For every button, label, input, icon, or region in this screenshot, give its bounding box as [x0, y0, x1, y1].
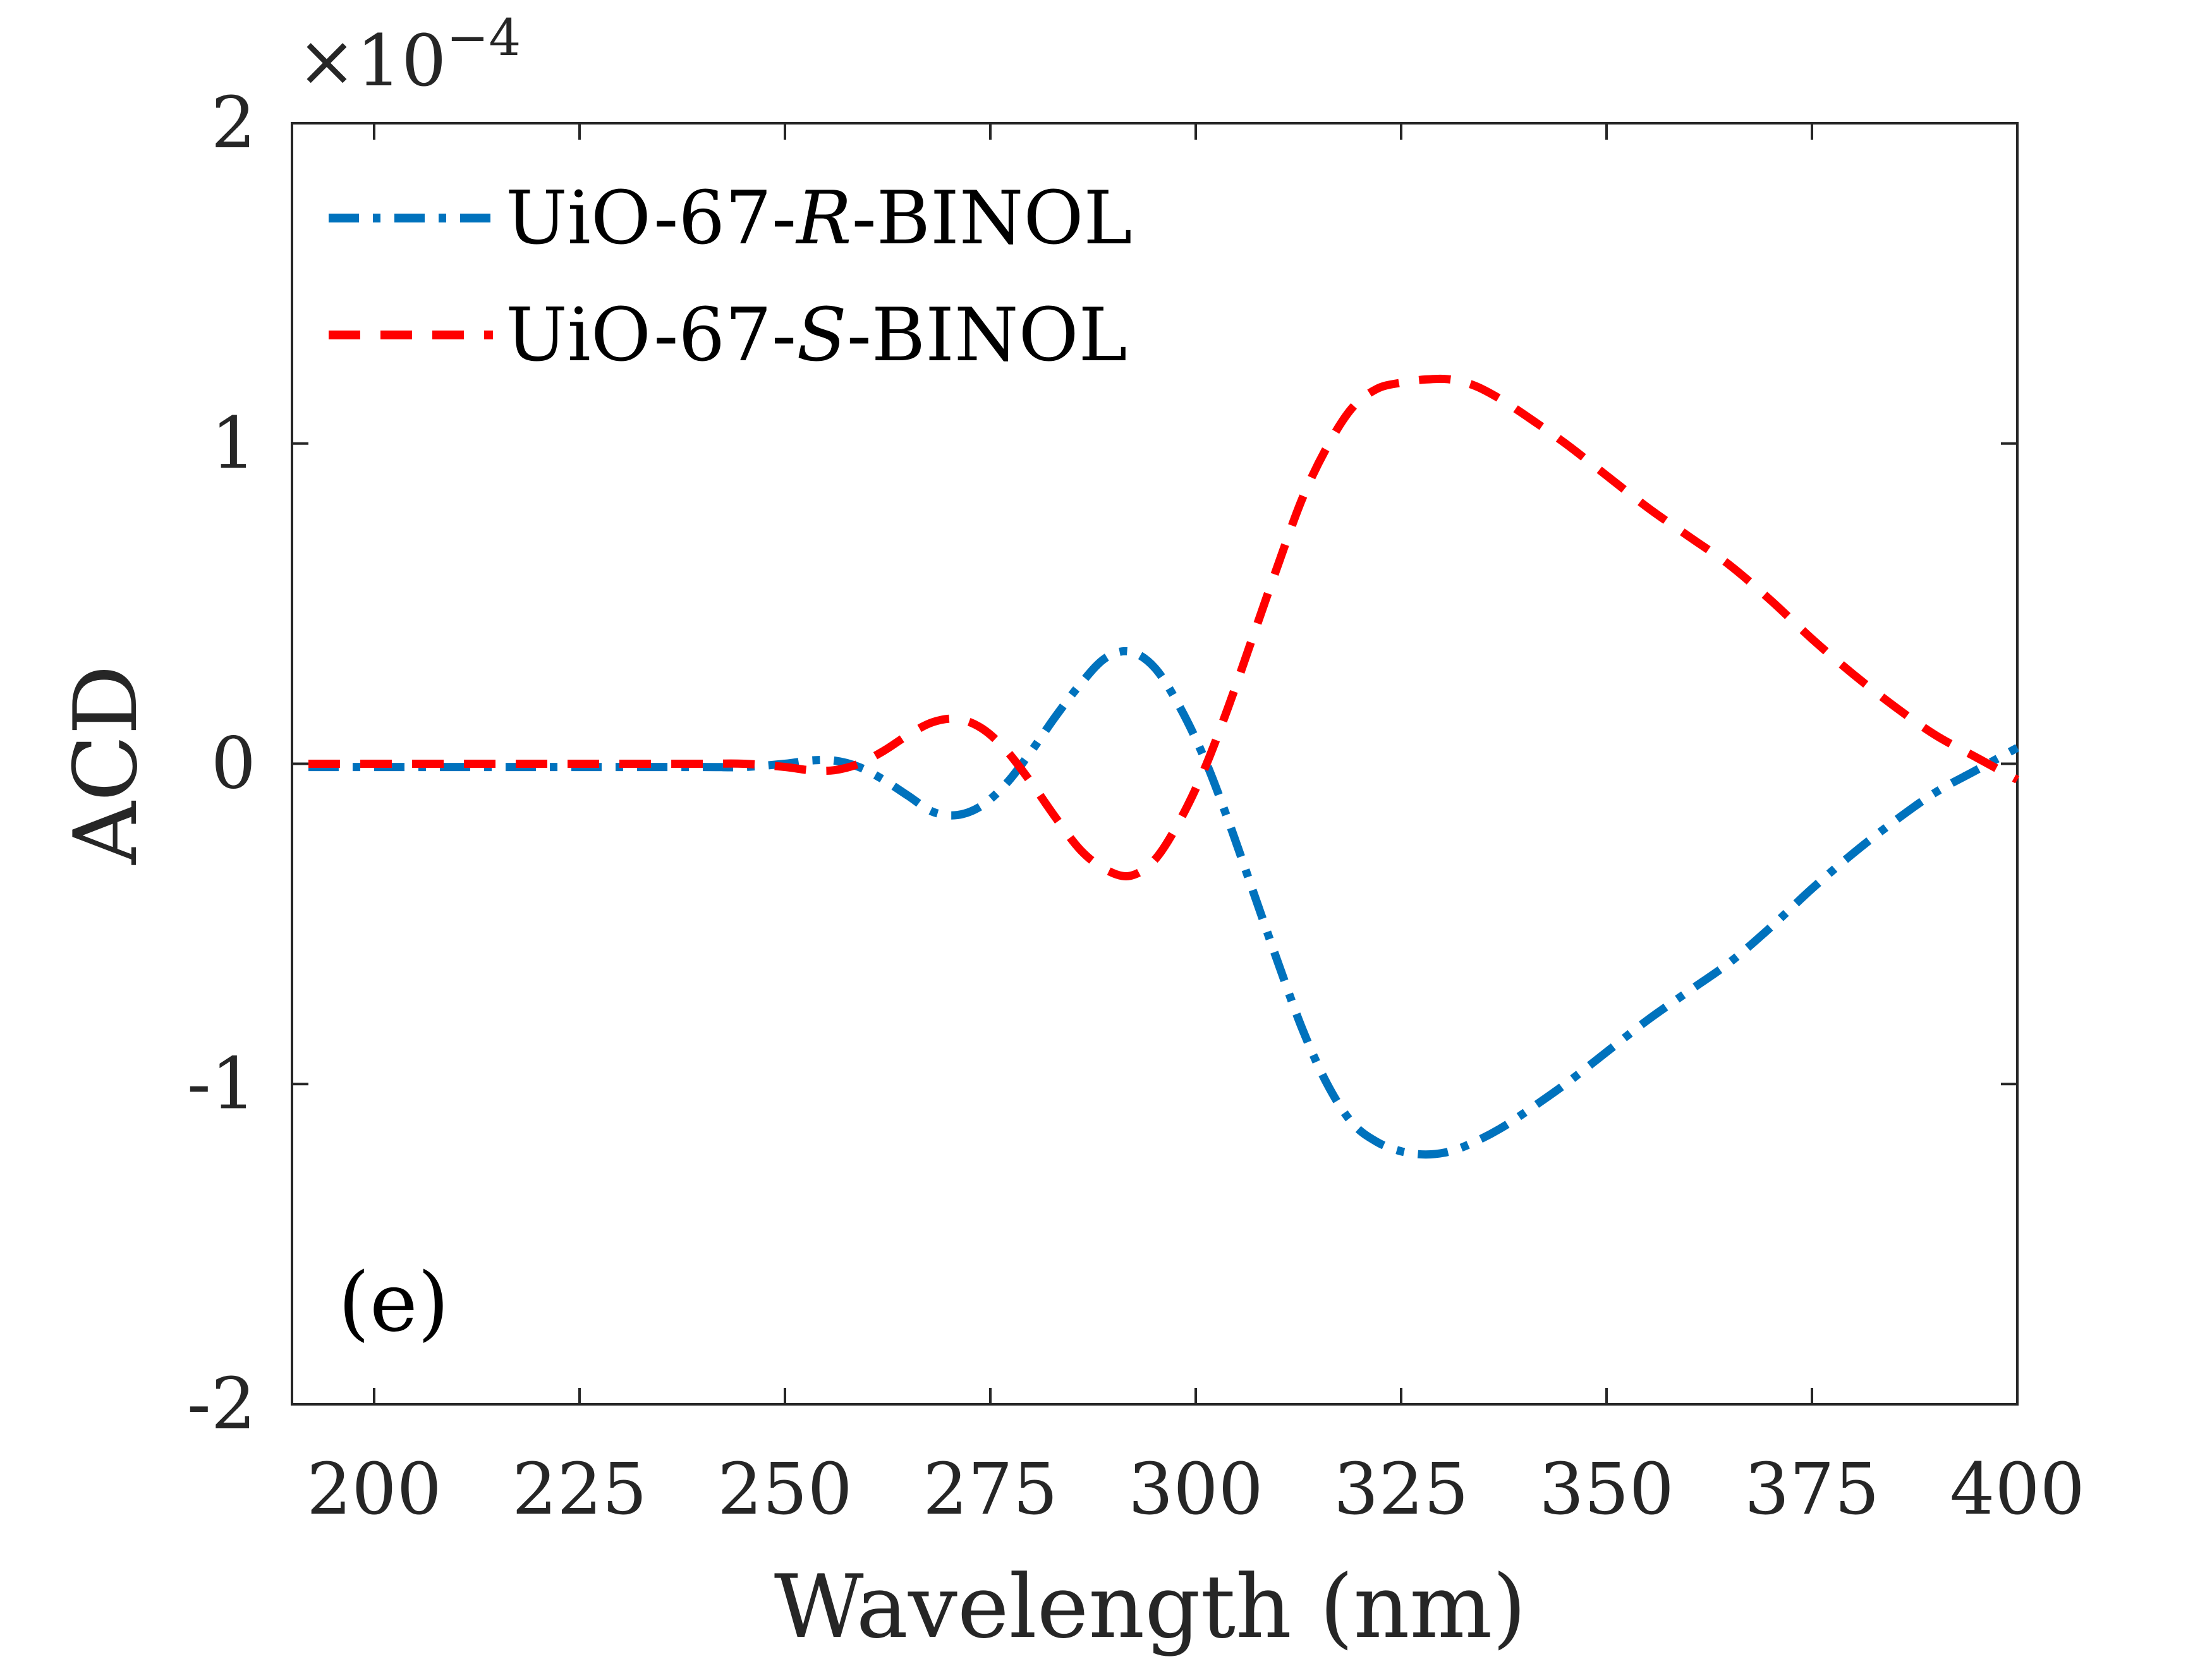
x-tick-label-1: 225: [512, 1449, 647, 1531]
x-tick-label-8: 400: [1950, 1449, 2085, 1531]
scale-exponent: −4: [446, 8, 521, 67]
x-tick-label-5: 325: [1334, 1449, 1469, 1531]
scale-base: ×10: [297, 20, 446, 102]
legend-label-r-italic: R: [795, 176, 851, 261]
y-tick-label-0: -2: [187, 1363, 256, 1445]
series-line-1: [308, 374, 2020, 880]
x-axis-title: Wavelength (nm): [774, 1556, 1526, 1658]
x-tick-labels: 200 225 250 275 300 325 350 375 400: [307, 1449, 2085, 1531]
legend: UiO-67-R-BINOL UiO-67-S-BINOL: [329, 176, 1132, 378]
plot-area: [291, 122, 2020, 1406]
panel-label: (e): [338, 1256, 449, 1350]
y-tick-label-1: -1: [187, 1043, 256, 1125]
legend-item-s-binol: UiO-67-S-BINOL: [329, 293, 1127, 378]
legend-label-r-prefix: UiO-67-: [506, 176, 796, 261]
legend-label-s-italic: S: [796, 293, 846, 378]
x-tick-label-3: 275: [923, 1449, 1058, 1531]
y-axis-scale-factor: ×10−4: [297, 8, 521, 102]
legend-label-r-suffix: -BINOL: [852, 176, 1133, 261]
legend-item-r-binol: UiO-67-R-BINOL: [329, 176, 1132, 261]
x-tick-label-7: 375: [1744, 1449, 1880, 1531]
y-tick-labels: -2 -1 0 1 2: [187, 82, 256, 1445]
ticks-layer: [292, 122, 2019, 1406]
x-tick-label-2: 250: [717, 1449, 853, 1531]
x-tick-label-0: 200: [307, 1449, 442, 1531]
legend-label-s-binol: UiO-67-S-BINOL: [506, 293, 1127, 378]
series-layer: [308, 374, 2020, 1159]
legend-label-s-suffix: -BINOL: [847, 293, 1127, 378]
y-tick-label-3: 1: [211, 403, 256, 485]
y-tick-label-2: 0: [211, 723, 256, 805]
y-tick-label-4: 2: [211, 82, 256, 164]
x-tick-label-4: 300: [1128, 1449, 1263, 1531]
legend-label-r-binol: UiO-67-R-BINOL: [506, 176, 1132, 261]
legend-label-s-prefix: UiO-67-: [506, 293, 796, 378]
x-tick-label-6: 350: [1539, 1449, 1674, 1531]
y-axis-title: ACD: [55, 665, 157, 865]
